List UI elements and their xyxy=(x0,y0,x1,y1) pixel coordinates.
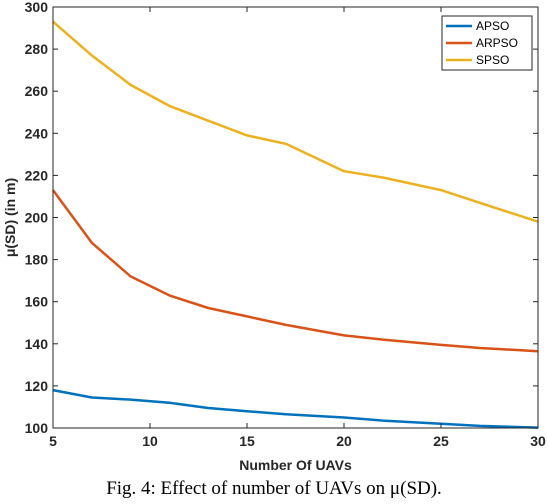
legend: APSO ARPSO SPSO xyxy=(441,15,533,71)
x-tick-label: 15 xyxy=(239,433,255,449)
series-line-apso xyxy=(52,388,539,429)
plot-area: 5 10 15 20 25 30 100 120 140 160 180 200 220 240 260 28… xyxy=(25,0,546,449)
y-tick-label: 260 xyxy=(25,83,49,99)
x-tick-label: 30 xyxy=(530,433,546,449)
y-tick-label: 240 xyxy=(25,125,49,141)
x-tick-label: 10 xyxy=(142,433,158,449)
y-tick-label: 100 xyxy=(25,420,49,436)
legend-label-arpso: ARPSO xyxy=(476,36,518,50)
legend-label-apso: APSO xyxy=(476,19,509,33)
x-tick-label: 5 xyxy=(49,433,57,449)
x-tick-label: 20 xyxy=(336,433,352,449)
y-tick-label: 200 xyxy=(25,210,49,226)
figure-caption: Fig. 4: Effect of number of UAVs on μ(SD… xyxy=(106,478,442,499)
y-tick-label: 220 xyxy=(25,167,49,183)
series-line-arpso xyxy=(51,189,539,353)
x-tick-label: 25 xyxy=(433,433,449,449)
y-tick-label: 280 xyxy=(25,41,49,57)
line-chart: 5 10 15 20 25 30 100 120 140 160 180 200 220 240 260 28… xyxy=(2,0,546,473)
y-tick-label: 300 xyxy=(25,0,49,15)
y-tick-label: 160 xyxy=(25,294,49,310)
y-tick-label: 120 xyxy=(25,378,49,394)
series-line-spso xyxy=(52,20,539,223)
x-axis-label: Number Of UAVs xyxy=(239,457,352,473)
legend-label-spso: SPSO xyxy=(476,53,509,67)
y-tick-label: 140 xyxy=(25,336,49,352)
y-tick-label: 180 xyxy=(25,252,49,268)
y-axis-label: μ(SD) (in m) xyxy=(2,178,18,257)
